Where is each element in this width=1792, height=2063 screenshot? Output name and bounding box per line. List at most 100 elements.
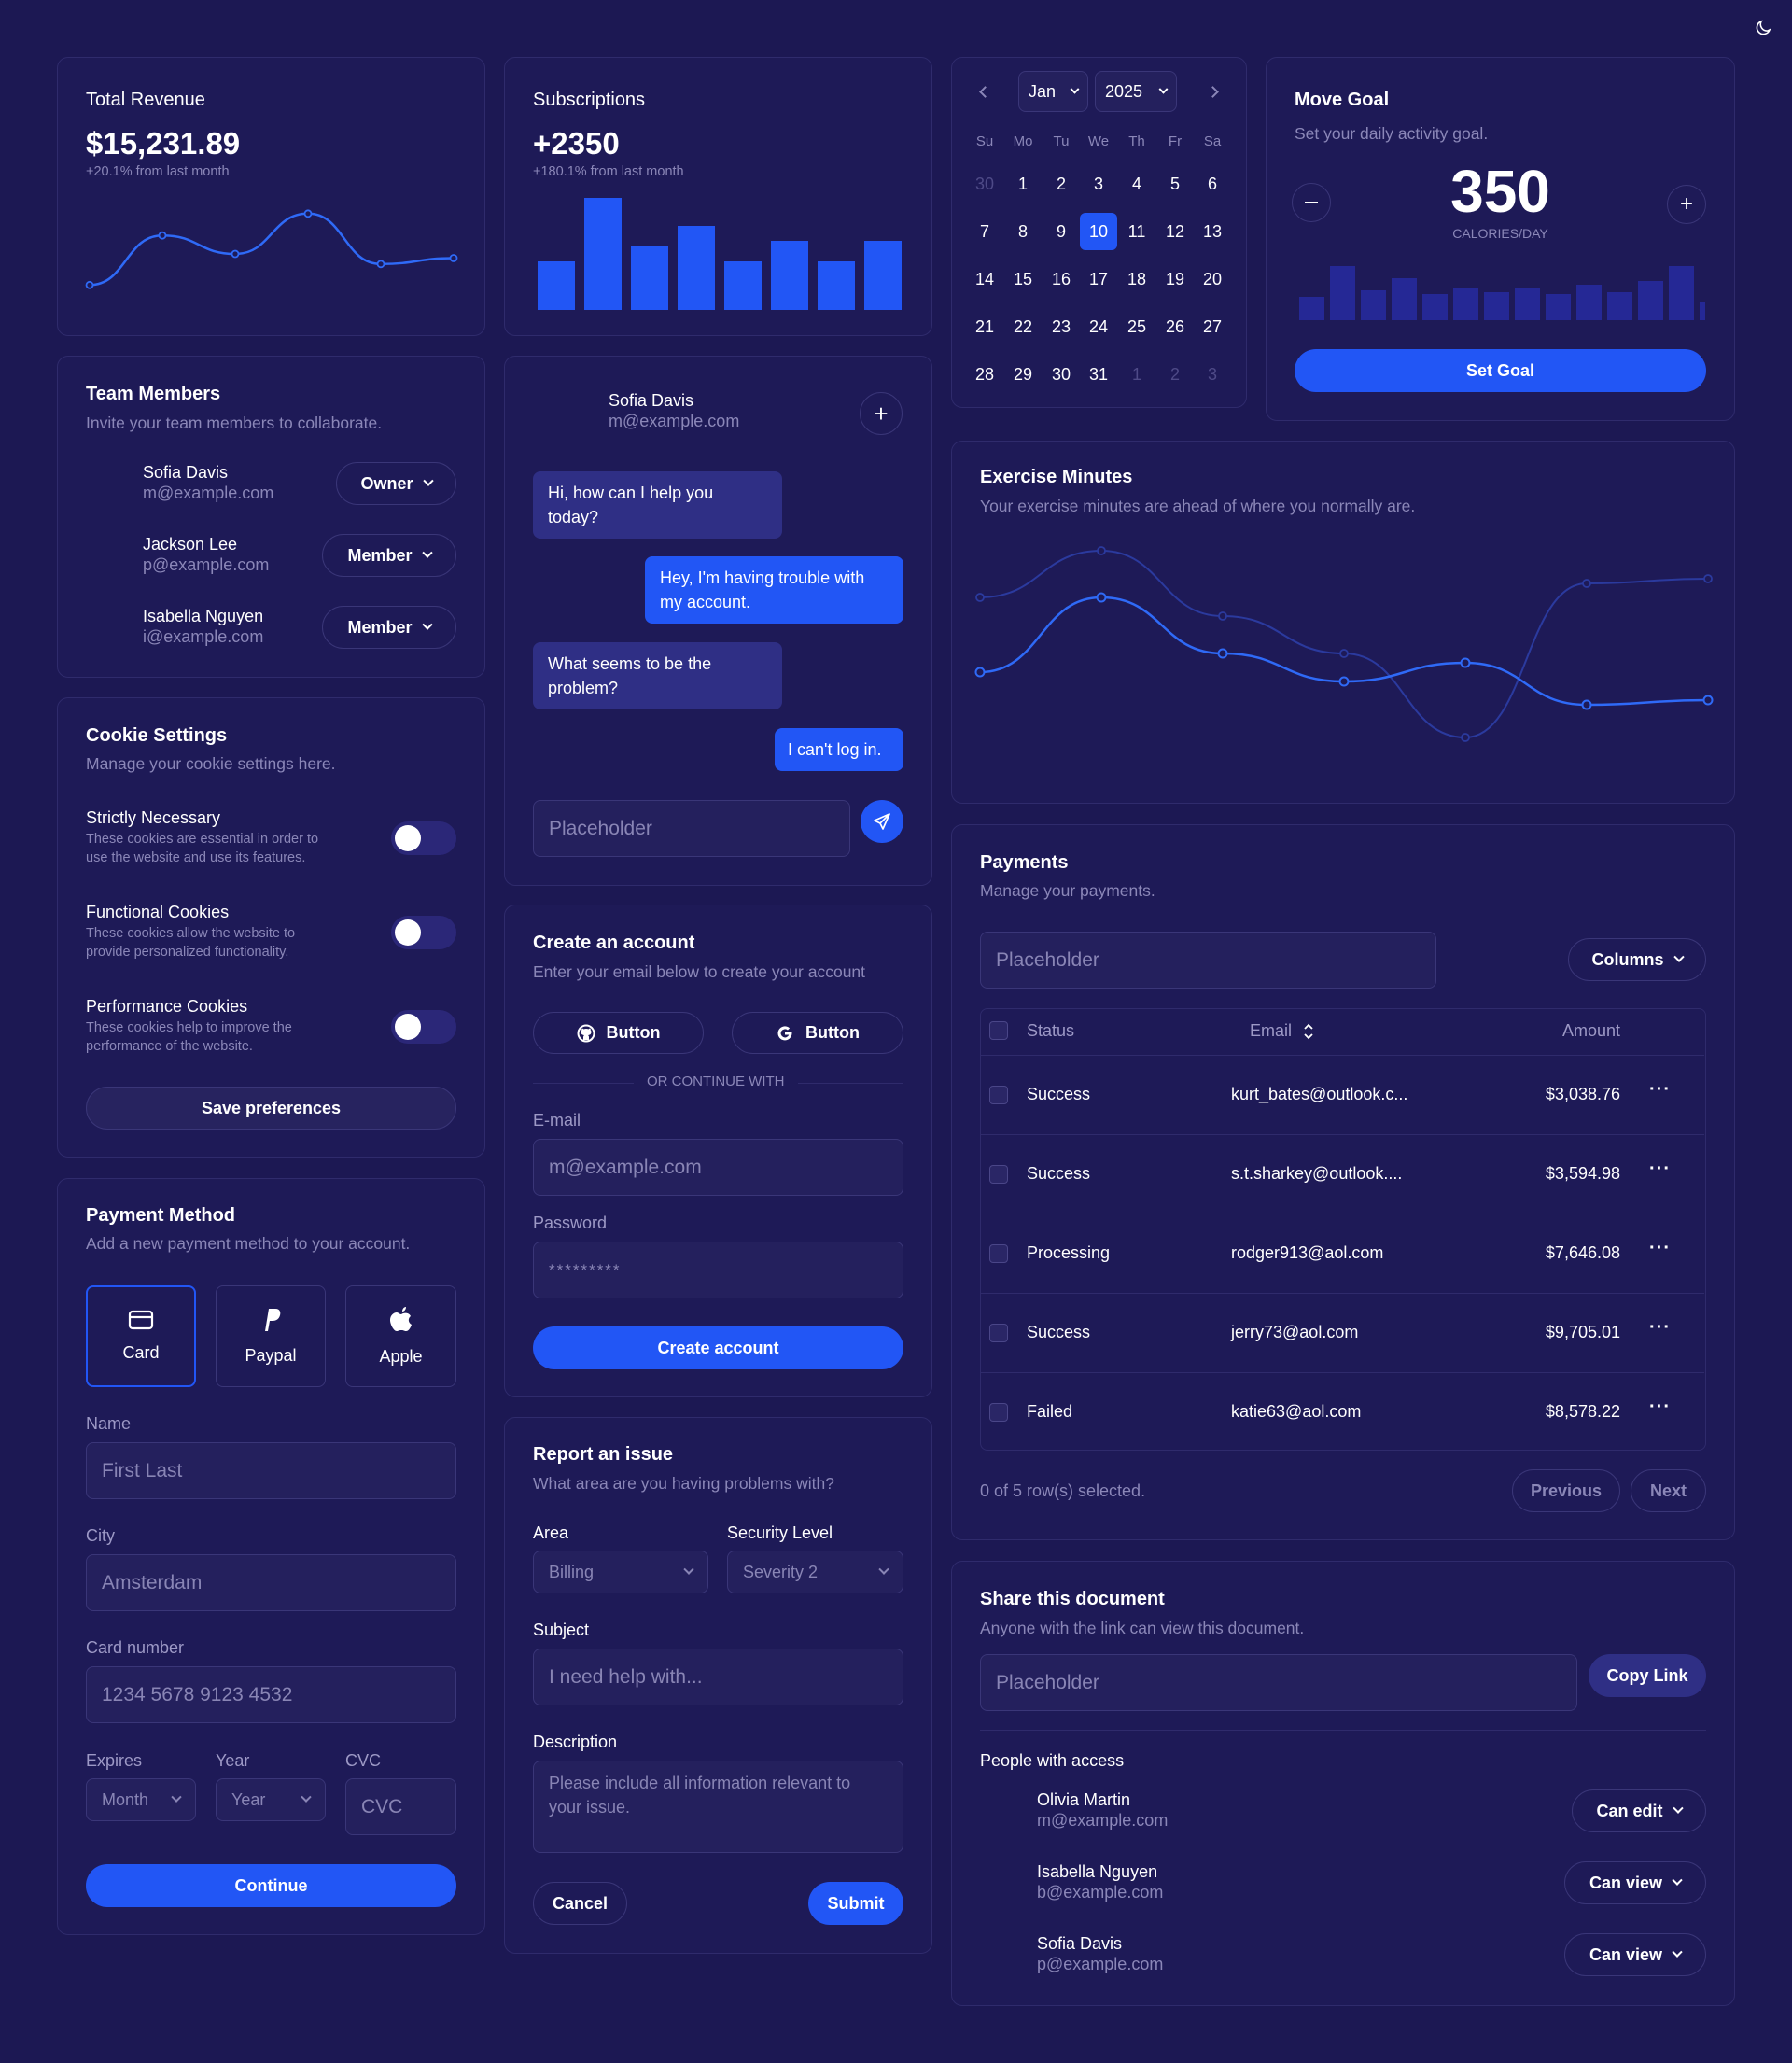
calendar-day[interactable]: 30 xyxy=(1051,365,1071,384)
cancel-button[interactable]: Cancel xyxy=(533,1882,627,1925)
goal-unit: CALORIES/DAY xyxy=(1452,226,1548,241)
calendar-day[interactable]: 24 xyxy=(1088,317,1109,336)
calendar-day[interactable]: 12 xyxy=(1165,222,1185,241)
calendar-day[interactable]: 20 xyxy=(1202,270,1223,288)
permission-select[interactable]: Can view xyxy=(1564,1933,1706,1976)
calendar-day[interactable]: 9 xyxy=(1056,222,1066,241)
set-goal-button[interactable]: Set Goal xyxy=(1295,349,1706,392)
create-account-button[interactable]: Create account xyxy=(533,1326,903,1369)
calendar-next-button[interactable] xyxy=(1194,73,1231,110)
row-checkbox[interactable] xyxy=(989,1086,1008,1104)
row-checkbox[interactable] xyxy=(989,1324,1008,1342)
calendar-day[interactable]: 13 xyxy=(1202,222,1223,241)
card-option[interactable]: Card xyxy=(86,1285,196,1387)
member-role-select[interactable]: Owner xyxy=(336,462,456,505)
goal-increase-button[interactable]: + xyxy=(1667,185,1706,224)
chat-message-input[interactable]: Placeholder xyxy=(533,800,850,857)
calendar-day[interactable]: 23 xyxy=(1051,317,1071,336)
calendar-day[interactable]: 3 xyxy=(1093,175,1103,193)
github-button[interactable]: Button xyxy=(533,1012,704,1054)
calendar-day[interactable]: 11 xyxy=(1127,222,1146,241)
theme-toggle-moon-icon[interactable] xyxy=(1755,19,1773,37)
chat-send-button[interactable] xyxy=(861,800,903,843)
apple-option[interactable]: Apple xyxy=(345,1285,456,1387)
calendar-day[interactable]: 15 xyxy=(1013,270,1033,288)
permission-select[interactable]: Can view xyxy=(1564,1861,1706,1904)
more-actions-icon[interactable]: ··· xyxy=(1649,1396,1671,1417)
calendar-day[interactable]: 5 xyxy=(1169,175,1180,193)
permission-select[interactable]: Can edit xyxy=(1572,1789,1706,1832)
payments-search-input[interactable]: Placeholder xyxy=(980,932,1436,989)
row-checkbox[interactable] xyxy=(989,1165,1008,1184)
goal-bar xyxy=(1546,294,1571,320)
columns-button[interactable]: Columns xyxy=(1568,938,1706,981)
submit-button[interactable]: Submit xyxy=(808,1882,903,1925)
calendar-weekday: Sa xyxy=(1203,133,1222,149)
paypal-option[interactable]: Paypal xyxy=(216,1285,326,1387)
calendar-day[interactable]: 21 xyxy=(974,317,995,336)
name-input[interactable]: First Last xyxy=(86,1442,456,1499)
calendar-day[interactable]: 28 xyxy=(974,365,995,384)
share-link-input[interactable]: Placeholder xyxy=(980,1654,1577,1711)
save-preferences-button[interactable]: Save preferences xyxy=(86,1087,456,1130)
subject-input[interactable]: I need help with... xyxy=(533,1649,903,1705)
calendar-day[interactable]: 27 xyxy=(1202,317,1223,336)
calendar-day[interactable]: 18 xyxy=(1127,270,1147,288)
calendar-day[interactable]: 4 xyxy=(1131,175,1141,193)
security-select[interactable]: Severity 2 xyxy=(727,1551,903,1593)
description-textarea[interactable]: Please include all information relevant … xyxy=(533,1761,903,1853)
more-actions-icon[interactable]: ··· xyxy=(1649,1158,1671,1179)
goal-decrease-button[interactable] xyxy=(1292,183,1331,222)
cookie-toggle[interactable] xyxy=(391,821,456,855)
calendar-day[interactable]: 3 xyxy=(1207,365,1217,384)
calendar-day[interactable]: 14 xyxy=(974,270,995,288)
calendar-day[interactable]: 17 xyxy=(1088,270,1109,288)
calendar-day[interactable]: 31 xyxy=(1088,365,1109,384)
cookie-toggle[interactable] xyxy=(391,916,456,949)
continue-button[interactable]: Continue xyxy=(86,1864,456,1907)
chat-new-button[interactable]: + xyxy=(860,392,903,435)
city-input[interactable]: Amsterdam xyxy=(86,1554,456,1611)
row-checkbox[interactable] xyxy=(989,1244,1008,1263)
member-role-select[interactable]: Member xyxy=(322,606,456,649)
calendar-day[interactable]: 2 xyxy=(1169,365,1180,384)
calendar-day[interactable]: 1 xyxy=(1017,175,1028,193)
cvc-input[interactable]: CVC xyxy=(345,1778,456,1835)
member-role-select[interactable]: Member xyxy=(322,534,456,577)
email-input[interactable]: m@example.com xyxy=(533,1139,903,1196)
calendar-day[interactable]: 8 xyxy=(1017,222,1028,241)
calendar-day[interactable]: 29 xyxy=(1013,365,1033,384)
calendar-day[interactable]: 1 xyxy=(1131,365,1141,384)
next-button[interactable]: Next xyxy=(1631,1469,1706,1512)
password-input[interactable]: ********* xyxy=(533,1242,903,1298)
calendar-day[interactable]: 26 xyxy=(1165,317,1185,336)
month-select[interactable]: Month xyxy=(86,1778,196,1821)
year-select[interactable]: Year xyxy=(216,1778,326,1821)
more-actions-icon[interactable]: ··· xyxy=(1649,1317,1671,1338)
more-actions-icon[interactable]: ··· xyxy=(1649,1238,1671,1258)
calendar-day[interactable]: 16 xyxy=(1051,270,1071,288)
github-icon xyxy=(577,1024,595,1042)
calendar-day[interactable]: 30 xyxy=(974,175,995,193)
calendar-month-select[interactable]: Jan xyxy=(1018,71,1088,112)
area-select[interactable]: Billing xyxy=(533,1551,708,1593)
previous-button[interactable]: Previous xyxy=(1512,1469,1620,1512)
calendar-year-select[interactable]: 2025 xyxy=(1095,71,1177,112)
cookie-toggle[interactable] xyxy=(391,1010,456,1044)
email-header-sort[interactable]: Email xyxy=(1250,1021,1314,1041)
card-number-input[interactable]: 1234 5678 9123 4532 xyxy=(86,1666,456,1723)
calendar-day[interactable]: 2 xyxy=(1056,175,1066,193)
calendar-day[interactable]: 25 xyxy=(1127,317,1147,336)
calendar-day[interactable]: 7 xyxy=(979,222,989,241)
calendar-day[interactable]: 10 xyxy=(1080,213,1117,250)
copy-link-button[interactable]: Copy Link xyxy=(1589,1654,1706,1697)
more-actions-icon[interactable]: ··· xyxy=(1649,1079,1671,1100)
google-button[interactable]: Button xyxy=(732,1012,903,1054)
calendar-day[interactable]: 19 xyxy=(1165,270,1185,288)
calendar-day[interactable]: 22 xyxy=(1013,317,1033,336)
issue-subtitle: What area are you having problems with? xyxy=(533,1474,834,1493)
calendar-prev-button[interactable] xyxy=(966,73,1003,110)
select-all-checkbox[interactable] xyxy=(989,1021,1008,1040)
row-checkbox[interactable] xyxy=(989,1403,1008,1422)
calendar-day[interactable]: 6 xyxy=(1207,175,1217,193)
